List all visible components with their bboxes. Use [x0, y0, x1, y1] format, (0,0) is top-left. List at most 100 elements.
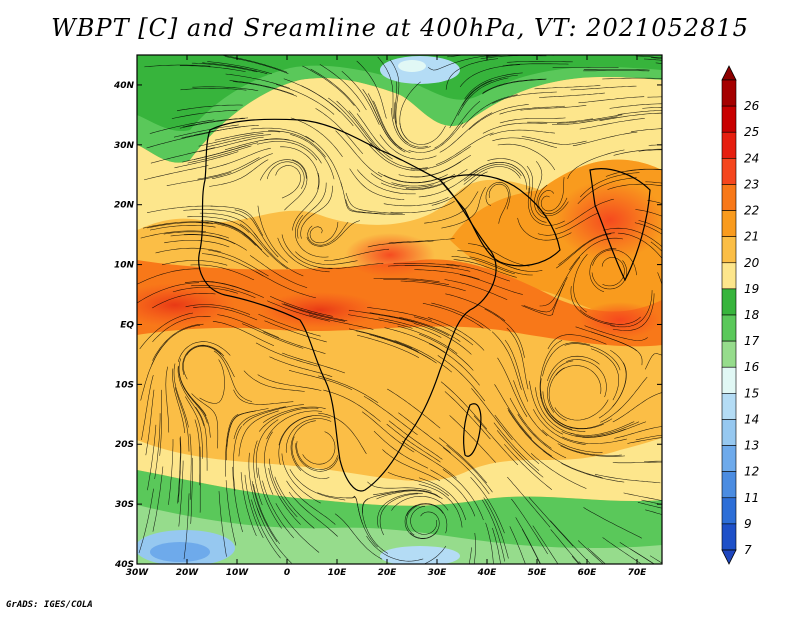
streamline — [251, 499, 281, 559]
streamline — [584, 325, 648, 341]
streamline — [281, 234, 333, 269]
streamline — [264, 431, 274, 495]
streamline — [560, 445, 625, 457]
streamline — [459, 274, 523, 295]
streamline — [391, 496, 449, 511]
streamline — [527, 187, 565, 226]
streamline — [655, 62, 662, 64]
lon-tick-label: 50E — [528, 568, 548, 578]
streamline — [165, 366, 170, 433]
streamline — [289, 370, 353, 390]
streamline — [210, 205, 264, 236]
streamline — [183, 345, 222, 380]
streamline — [248, 452, 261, 518]
streamline — [284, 159, 308, 211]
streamline — [214, 131, 281, 141]
lat-tick-label: 20S — [115, 440, 134, 450]
streamline — [534, 161, 548, 219]
lon-tick-label: 10W — [226, 568, 250, 578]
streamline — [594, 473, 661, 484]
streamline — [256, 507, 292, 564]
streamline — [240, 472, 257, 537]
streamline — [481, 499, 505, 562]
streamline — [570, 421, 635, 436]
streamline — [149, 225, 216, 231]
streamline — [367, 307, 432, 321]
streamline — [144, 64, 211, 68]
streamline — [645, 181, 662, 184]
streamline — [281, 453, 321, 504]
streamline — [591, 260, 628, 290]
streamline — [575, 421, 640, 437]
streamline — [534, 85, 601, 90]
streamline — [442, 469, 484, 521]
streamline — [251, 481, 278, 542]
streamline — [418, 333, 474, 371]
streamline — [369, 334, 431, 360]
streamline — [464, 72, 523, 100]
streamline — [348, 328, 413, 349]
streamline — [603, 227, 662, 248]
streamline — [431, 302, 491, 331]
colorbar-label: 16 — [744, 360, 760, 374]
streamline — [255, 271, 316, 299]
colorbar-top-arrow — [721, 65, 737, 81]
streamline — [619, 542, 655, 564]
streamline — [177, 366, 205, 426]
streamline — [253, 233, 304, 277]
streamline — [638, 220, 662, 231]
streamline — [357, 334, 420, 358]
streamline — [291, 436, 330, 479]
streamline — [147, 424, 157, 491]
streamline — [394, 102, 429, 148]
streamline — [335, 130, 383, 178]
streamline — [370, 173, 434, 188]
streamline — [191, 393, 219, 449]
streamline — [177, 341, 231, 362]
streamline — [362, 89, 397, 146]
streamline — [644, 353, 662, 370]
streamline — [570, 85, 637, 91]
streamline — [295, 251, 358, 265]
streamline — [532, 525, 559, 564]
streamline — [564, 343, 621, 371]
streamline — [255, 419, 279, 478]
streamline — [182, 117, 249, 128]
streamline — [496, 430, 544, 478]
lon-tick-label: 0 — [284, 568, 290, 578]
streamline — [290, 117, 343, 157]
streamline — [482, 122, 548, 134]
streamline — [650, 241, 662, 252]
colorbar-swatch — [721, 314, 737, 342]
streamline — [171, 109, 238, 119]
streamline — [469, 256, 533, 276]
streamline — [431, 171, 488, 206]
streamlines — [137, 55, 662, 564]
streamline — [269, 458, 298, 518]
streamline — [428, 343, 480, 386]
streamline — [617, 232, 662, 259]
streamline — [542, 391, 588, 429]
streamline — [234, 209, 279, 258]
streamline — [199, 359, 225, 404]
streamline — [164, 240, 230, 248]
streamline — [384, 327, 446, 353]
streamline — [493, 422, 540, 471]
streamline — [391, 107, 431, 149]
streamline — [178, 460, 184, 527]
streamline — [195, 406, 208, 471]
streamline — [179, 118, 246, 129]
streamline — [537, 212, 599, 236]
streamline — [268, 467, 301, 525]
streamline — [506, 327, 529, 390]
streamline — [305, 135, 343, 189]
colorbar-swatch — [721, 419, 737, 446]
colorbar-swatch — [721, 105, 737, 133]
streamline — [205, 220, 263, 251]
streamline — [267, 300, 330, 322]
streamline — [315, 108, 364, 154]
streamline — [137, 282, 200, 304]
streamline — [243, 370, 305, 392]
streamline — [540, 378, 573, 430]
